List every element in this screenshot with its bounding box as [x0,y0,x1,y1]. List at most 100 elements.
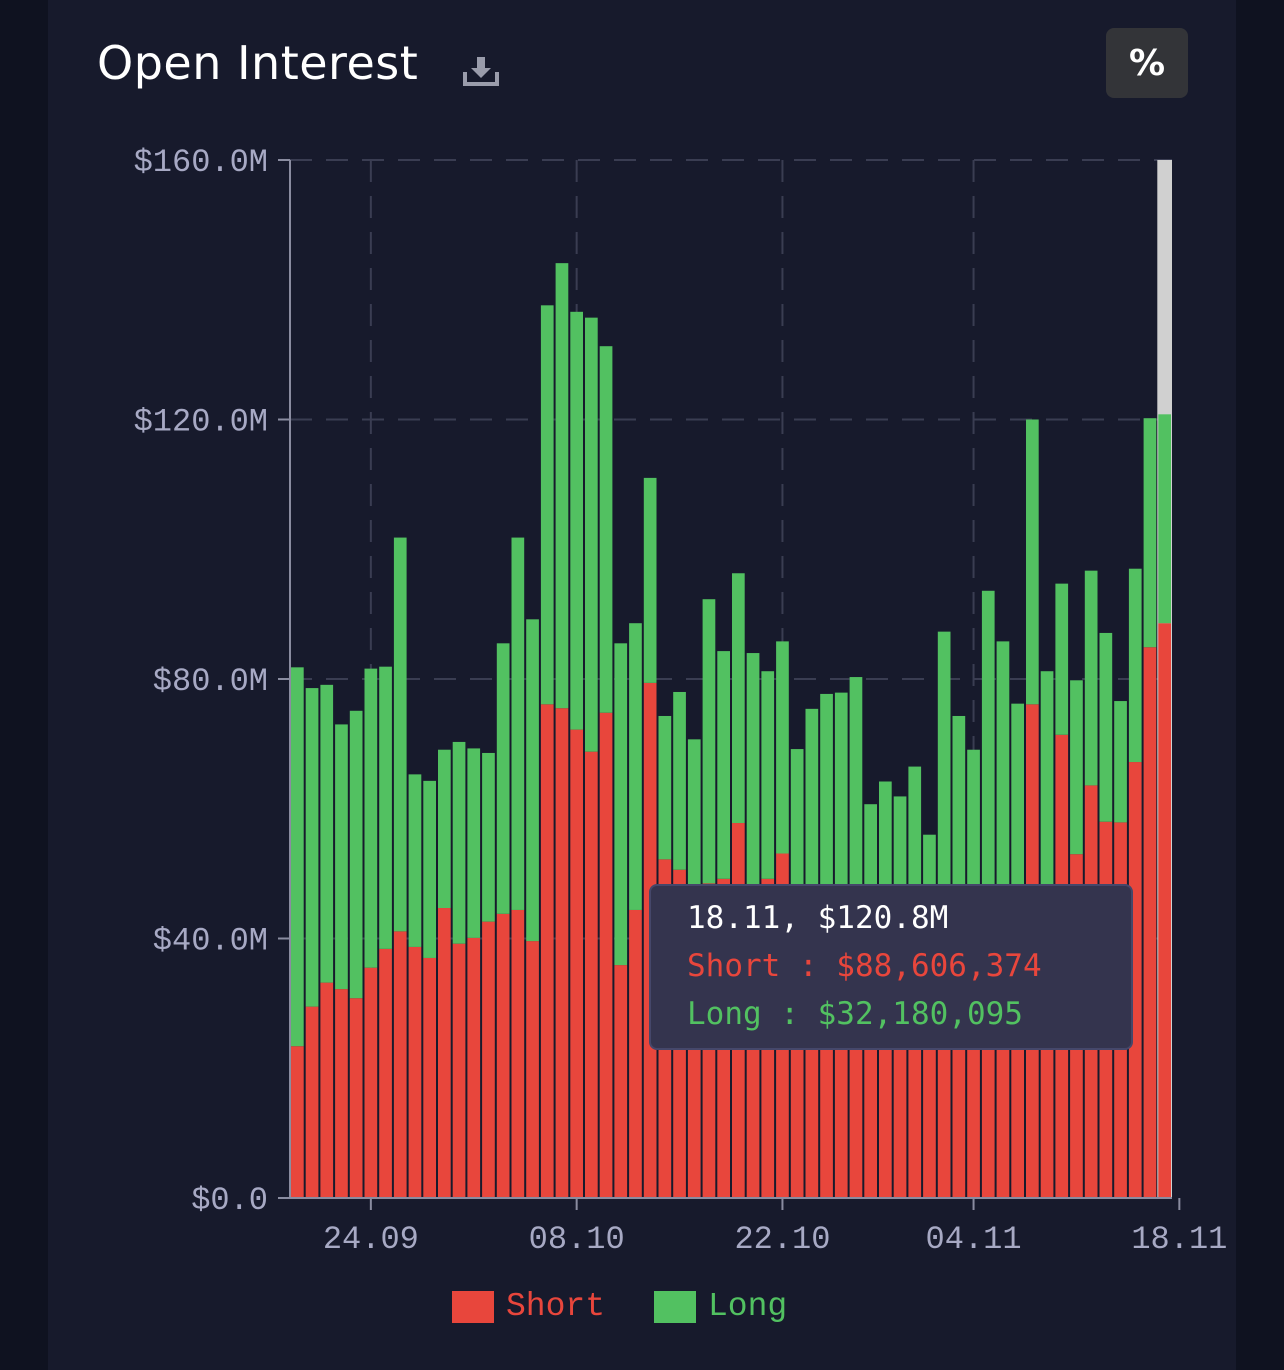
bar-long [320,684,334,983]
bar-long [629,623,642,910]
bar-long [1084,570,1098,786]
tooltip-header: 18.11, $120.8M [687,900,949,936]
chart-tooltip: 18.11, $120.8M Short : $88,606,374 Long … [649,884,1133,1050]
bar-long [1114,701,1127,823]
bar-long [1128,568,1142,763]
x-tick-label: 22.10 [734,1221,830,1258]
bar-short [526,941,539,1198]
page-title: Open Interest [97,36,419,90]
bar-long [467,748,481,938]
bar-long [1026,419,1039,705]
bar-short [555,708,569,1198]
bar-long [732,573,745,824]
bar-long [585,317,598,752]
bar-long [1099,632,1113,822]
bar-long [496,643,510,914]
bar-long [540,305,554,705]
bar-short [393,931,407,1198]
x-tick-label: 04.11 [926,1221,1022,1258]
bar-long [1158,414,1171,624]
bar-long [937,631,951,958]
bar-long [1011,703,1024,903]
y-tick-label: $120.0M [134,404,268,441]
bar-long [996,641,1010,899]
bar-short [379,948,392,1198]
y-tick-label: $80.0M [153,663,268,700]
bar-short [349,998,363,1198]
legend-swatch-short [452,1290,494,1323]
bar-long [305,688,319,1007]
bar-long [335,724,348,990]
bar-short [364,967,378,1198]
bar-short [1128,762,1142,1198]
legend-label-short: Short [506,1288,606,1325]
bar-short [482,921,495,1198]
x-tick-label: 24.09 [323,1221,419,1258]
bar-short [585,751,598,1198]
bar-long [820,693,833,899]
bar-short [438,908,451,1198]
y-tick-label: $0.0 [191,1182,268,1219]
bar-short [570,729,583,1198]
legend-item-short[interactable]: Short [452,1288,605,1325]
bar-short [423,957,436,1198]
bar-short [320,982,334,1198]
bar-long [408,774,422,947]
tooltip-long: Long : $32,180,095 [687,996,1023,1032]
bar-long [1143,418,1157,648]
bar-long [717,651,730,879]
bar-long [658,715,672,860]
bar-long [687,739,701,896]
bar-long [511,537,525,910]
legend-item-long[interactable]: Long [654,1288,787,1325]
bar-long [614,643,628,966]
bar-short [1158,623,1171,1198]
x-tick-label: 18.11 [1131,1221,1227,1258]
bar-long [526,619,539,942]
bar-long [379,666,392,949]
bar-long [393,537,407,932]
percent-toggle-button[interactable]: % [1106,28,1188,98]
x-tick-label: 08.10 [529,1221,625,1258]
bar-short [614,965,628,1198]
bar-long [555,263,569,709]
bar-long [1070,680,1083,855]
bar-long [599,346,613,713]
tooltip-short: Short : $88,606,374 [687,948,1042,984]
bar-long [805,708,819,902]
bar-short [467,937,481,1198]
bar-long [482,752,495,922]
bar-long [423,780,436,958]
bar-long [291,667,304,1047]
bar-long [643,477,657,683]
bar-long [438,749,451,909]
bar-long [570,311,583,730]
bar-short [408,946,422,1198]
bar-long [452,741,466,944]
bar-short [305,1006,319,1198]
bar-long [761,671,775,879]
bar-short [335,989,348,1198]
bar-short [452,943,466,1198]
bar-long [834,692,848,913]
bar-long [702,599,716,884]
bar-short [629,909,642,1198]
bar-long [364,668,378,968]
y-tick-label: $40.0M [153,923,268,960]
bar-long [776,641,789,854]
download-icon[interactable] [462,54,500,88]
bar-short [511,909,525,1198]
legend-swatch-long [654,1290,696,1323]
bar-short [496,913,510,1198]
legend-label-long: Long [708,1288,788,1325]
bar-short [599,712,613,1198]
bar-long [746,653,760,901]
bar-long [1040,671,1054,896]
bar-long [349,710,363,999]
bar-long [981,590,995,927]
bar-short [291,1046,304,1198]
y-tick-label: $160.0M [134,144,268,181]
bar-short [540,704,554,1198]
bar-short [1143,647,1157,1198]
